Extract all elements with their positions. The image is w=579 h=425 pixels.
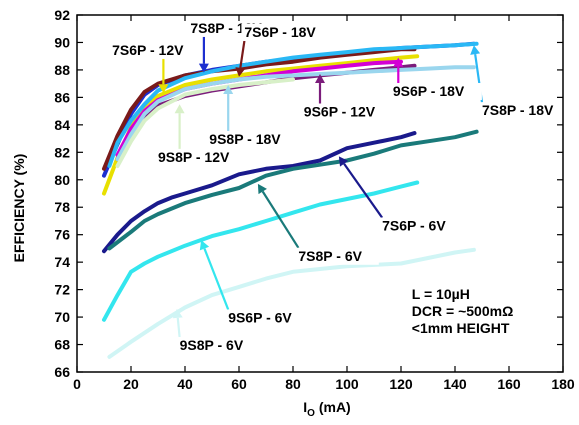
y-tick-label: 82 [54, 144, 70, 160]
x-tick-label: 160 [497, 376, 521, 392]
series-label-9s6p-6v: 9S6P - 6V [228, 310, 292, 326]
series-label-9s8p-18v: 9S8P - 18V [209, 131, 281, 147]
y-tick-label: 92 [54, 7, 70, 23]
x-tick-label: 140 [443, 376, 467, 392]
x-tick-label: 180 [551, 376, 575, 392]
series-label-7s8p-6v: 7S8P - 6V [298, 248, 362, 264]
y-tick-label: 84 [54, 117, 70, 133]
y-tick-label: 68 [54, 337, 70, 353]
y-tick-label: 66 [54, 364, 70, 380]
y-tick-label: 88 [54, 62, 70, 78]
y-tick-label: 72 [54, 282, 70, 298]
x-tick-label: 20 [123, 376, 139, 392]
y-tick-label: 78 [54, 199, 70, 215]
series-label-9s8p-12v: 9S8P - 12V [158, 149, 230, 165]
y-axis-title: EFFICIENCY (%) [11, 154, 27, 263]
series-label-7s6p-12v: 7S6P - 12V [112, 42, 184, 58]
annotation-line: L = 10µH [412, 286, 470, 302]
y-tick-label: 86 [54, 89, 70, 105]
y-tick-label: 76 [54, 227, 70, 243]
y-tick-label: 80 [54, 172, 70, 188]
x-tick-label: 40 [177, 376, 193, 392]
x-tick-label: 80 [285, 376, 301, 392]
series-label-7s6p-6v: 7S6P - 6V [382, 218, 446, 234]
series-label-7s8p-18v: 7S8P - 18V [482, 102, 554, 118]
series-label-9s6p-12v: 9S6P - 12V [304, 104, 376, 120]
annotation-line: DCR = ~500mΩ [412, 303, 514, 319]
x-tick-label: 100 [335, 376, 359, 392]
x-axis-title-unit: (mA) [315, 399, 351, 415]
annotation-line: <1mm HEIGHT [412, 320, 510, 336]
y-tick-label: 90 [54, 34, 70, 50]
series-label-9s6p-18v: 9S6P - 18V [393, 83, 465, 99]
series-label-9s8p-6v: 9S8P - 6V [180, 337, 244, 353]
x-tick-label: 120 [389, 376, 413, 392]
x-tick-label: 60 [231, 376, 247, 392]
y-tick-label: 74 [54, 254, 70, 270]
series-label-7s6p-18v: 7S6P - 18V [244, 24, 316, 40]
x-tick-label: 0 [73, 376, 81, 392]
y-tick-label: 70 [54, 309, 70, 325]
